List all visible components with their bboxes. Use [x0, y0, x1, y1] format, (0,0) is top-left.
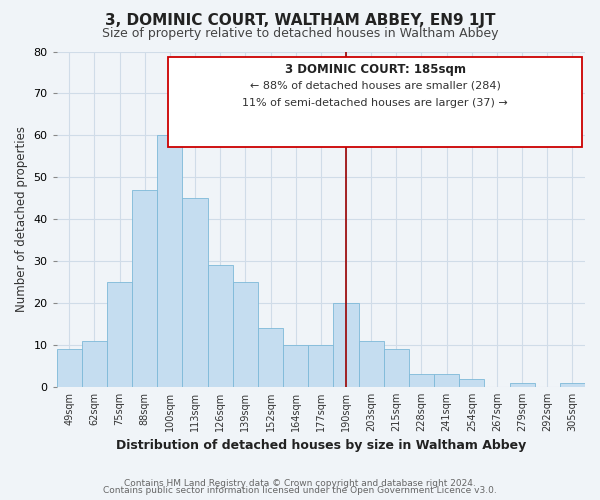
Bar — [560, 382, 585, 387]
Bar — [384, 349, 409, 387]
Bar — [132, 190, 157, 387]
Bar — [509, 382, 535, 387]
Bar — [182, 198, 208, 387]
Bar — [434, 374, 459, 387]
Text: Contains HM Land Registry data © Crown copyright and database right 2024.: Contains HM Land Registry data © Crown c… — [124, 478, 476, 488]
Bar — [359, 341, 384, 387]
Text: 3 DOMINIC COURT: 185sqm: 3 DOMINIC COURT: 185sqm — [284, 63, 466, 76]
Bar — [57, 349, 82, 387]
Bar — [283, 345, 308, 387]
Bar — [258, 328, 283, 387]
Text: Contains public sector information licensed under the Open Government Licence v3: Contains public sector information licen… — [103, 486, 497, 495]
Bar — [107, 282, 132, 387]
Bar — [157, 136, 182, 387]
Bar — [208, 266, 233, 387]
Bar — [308, 345, 334, 387]
X-axis label: Distribution of detached houses by size in Waltham Abbey: Distribution of detached houses by size … — [116, 440, 526, 452]
Text: 11% of semi-detached houses are larger (37) →: 11% of semi-detached houses are larger (… — [242, 98, 508, 108]
Text: ← 88% of detached houses are smaller (284): ← 88% of detached houses are smaller (28… — [250, 80, 500, 90]
Text: Size of property relative to detached houses in Waltham Abbey: Size of property relative to detached ho… — [102, 28, 498, 40]
Bar — [459, 378, 484, 387]
FancyBboxPatch shape — [167, 56, 583, 147]
Bar — [233, 282, 258, 387]
Bar — [82, 341, 107, 387]
Bar — [334, 303, 359, 387]
Bar — [409, 374, 434, 387]
Text: 3, DOMINIC COURT, WALTHAM ABBEY, EN9 1JT: 3, DOMINIC COURT, WALTHAM ABBEY, EN9 1JT — [105, 12, 495, 28]
Y-axis label: Number of detached properties: Number of detached properties — [15, 126, 28, 312]
